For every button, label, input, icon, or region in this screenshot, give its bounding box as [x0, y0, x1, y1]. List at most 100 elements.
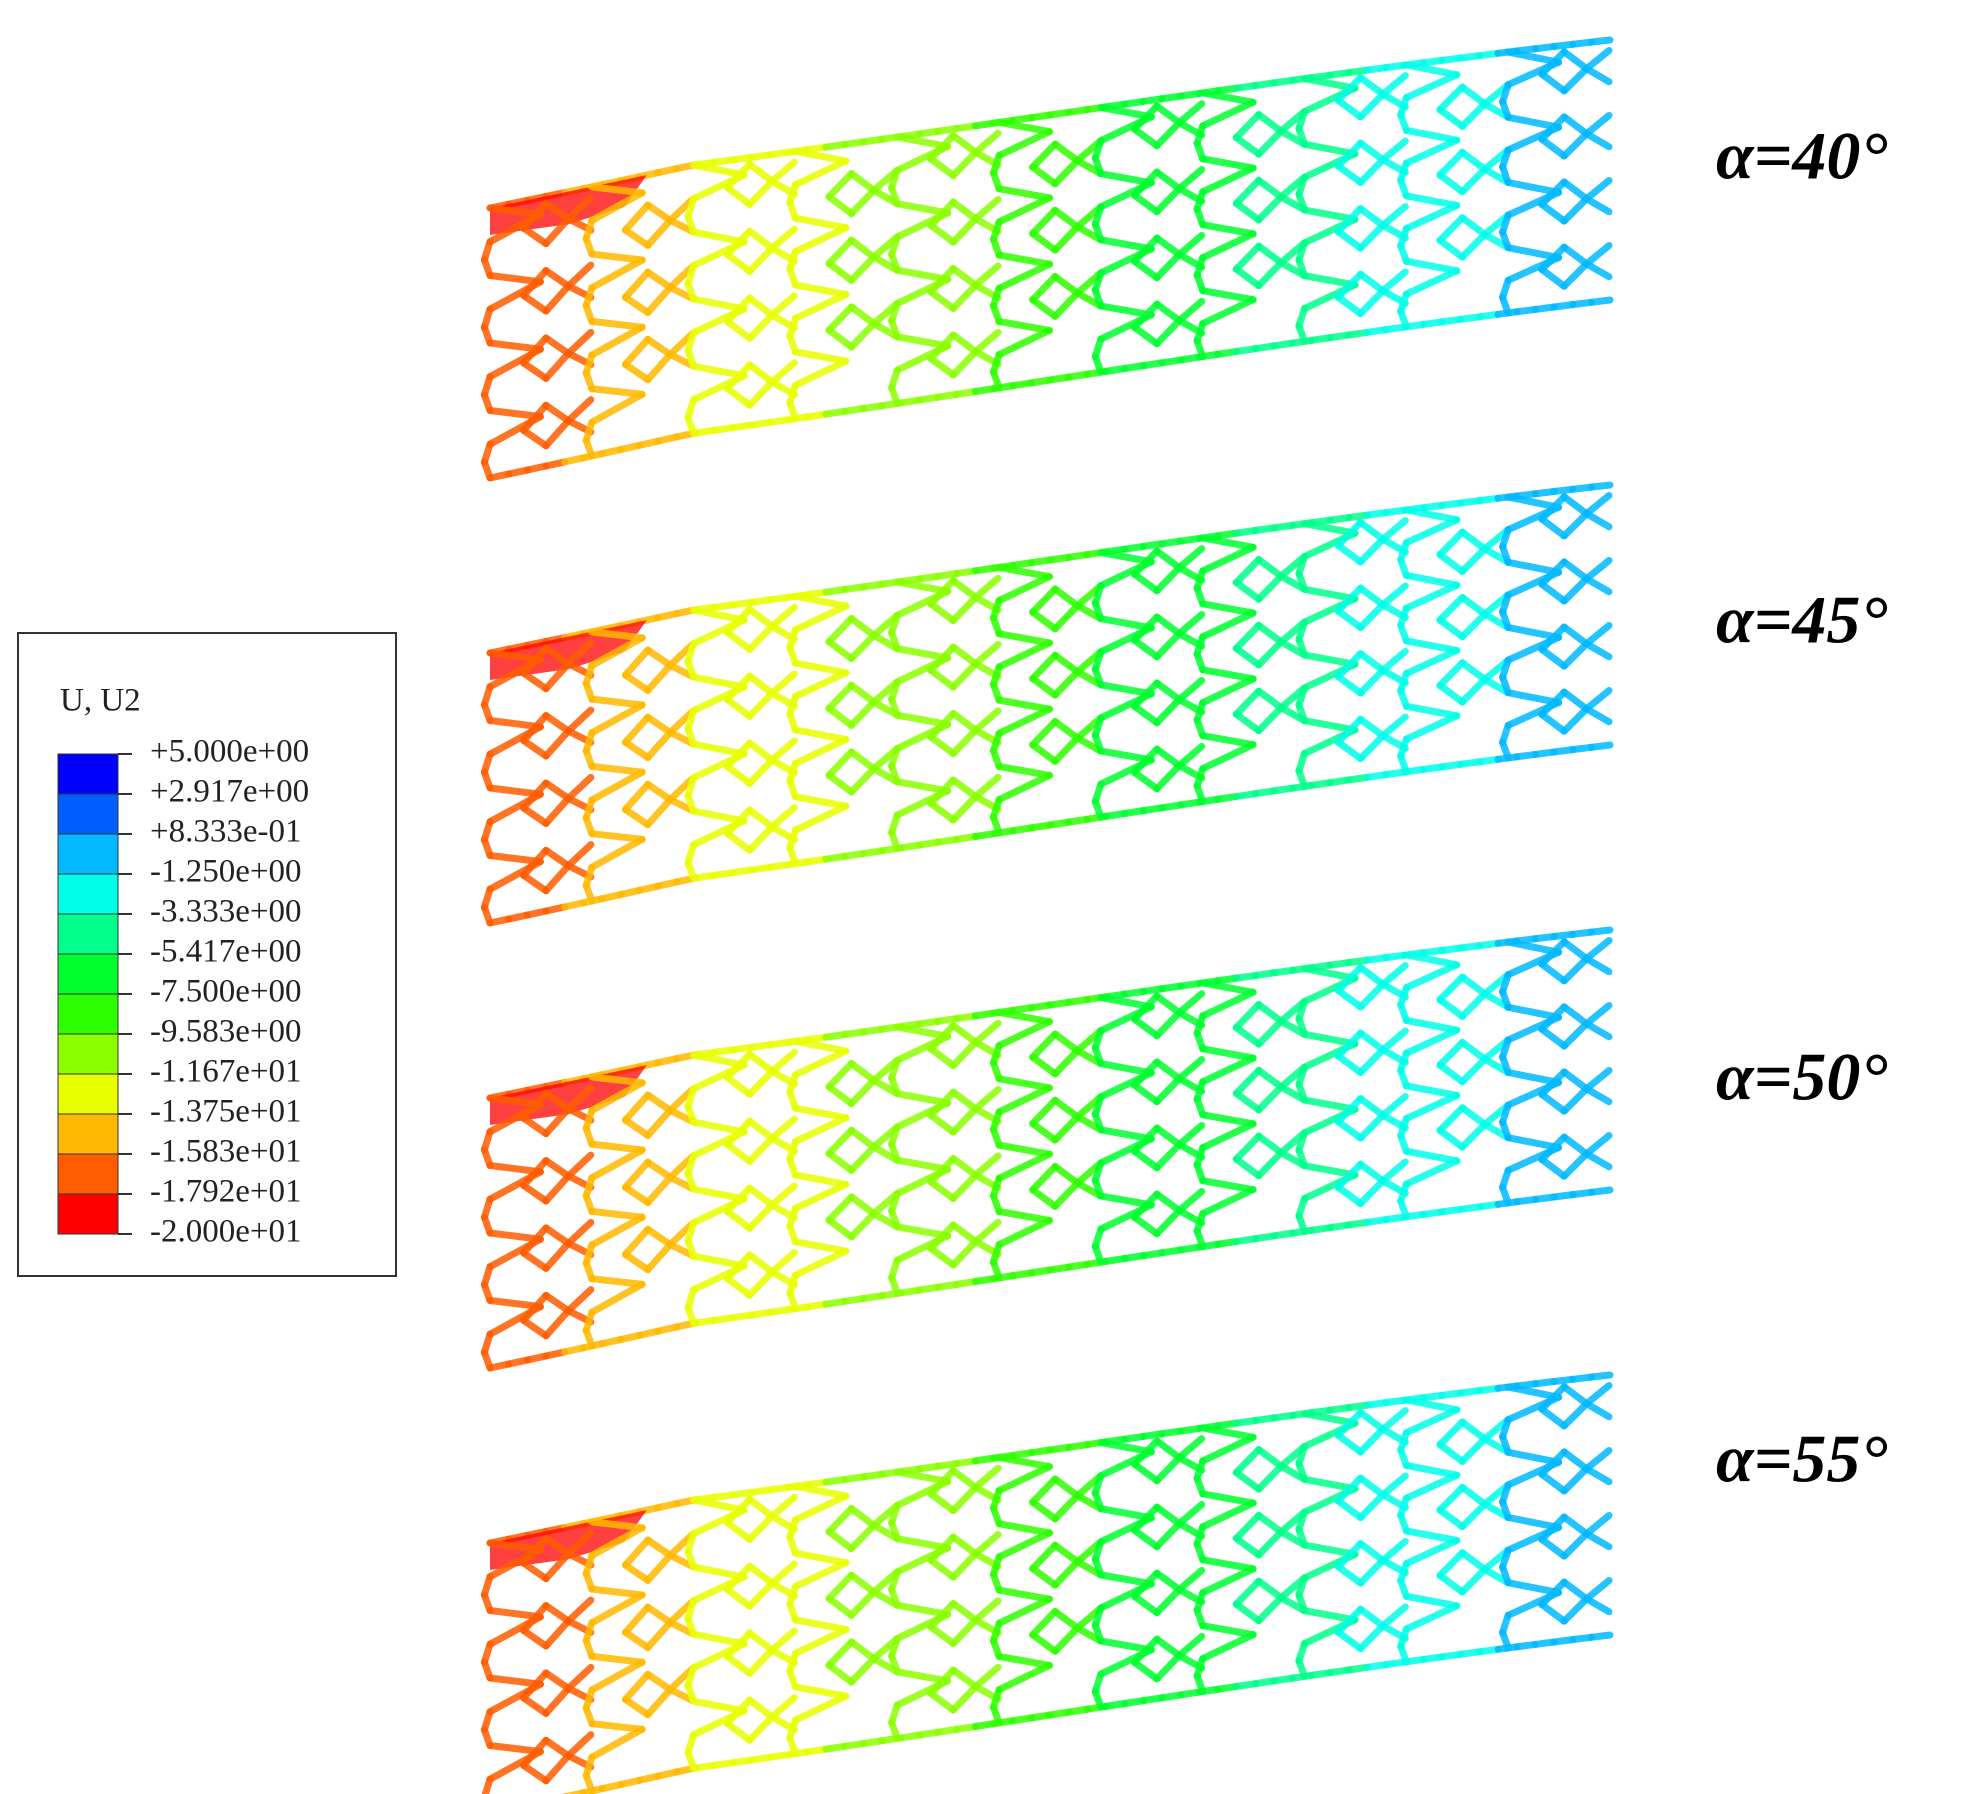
strut	[888, 1274, 901, 1297]
strut	[1029, 206, 1059, 238]
stent-panel	[480, 36, 1614, 482]
strut	[1583, 492, 1613, 518]
strut	[1199, 534, 1257, 551]
strut	[666, 1106, 697, 1126]
strut	[995, 118, 1053, 136]
strut	[1538, 710, 1568, 735]
strut	[1436, 214, 1466, 244]
strut	[1301, 206, 1359, 223]
strut	[1131, 636, 1161, 661]
strut	[1175, 1632, 1206, 1660]
strut	[847, 1638, 878, 1663]
strut	[1458, 1565, 1489, 1596]
strut	[1357, 1491, 1387, 1521]
strut	[723, 1696, 754, 1727]
strut	[723, 829, 754, 854]
strut	[1402, 1396, 1461, 1414]
strut	[1357, 715, 1387, 740]
strut	[972, 707, 1002, 734]
strut	[1402, 1461, 1461, 1479]
strut	[927, 600, 957, 625]
strut	[1131, 1569, 1161, 1600]
strut	[1193, 1672, 1207, 1696]
strut	[1232, 1534, 1263, 1559]
strut	[666, 796, 697, 815]
strut	[1255, 1511, 1285, 1536]
strut	[825, 193, 855, 218]
strut	[1560, 130, 1591, 160]
strut	[542, 846, 572, 870]
strut	[1436, 1506, 1466, 1531]
strut	[847, 1521, 878, 1553]
strut	[1402, 581, 1461, 612]
strut	[746, 739, 776, 764]
strut	[723, 1117, 754, 1148]
strut	[1402, 506, 1461, 524]
strut	[1051, 1113, 1081, 1144]
strut	[1029, 1498, 1059, 1523]
strut	[847, 1076, 878, 1108]
strut	[1481, 1120, 1511, 1141]
strut	[1560, 1513, 1591, 1538]
strut	[1458, 1055, 1489, 1086]
strut	[1357, 1540, 1387, 1564]
strut	[972, 773, 1002, 801]
strut	[1357, 980, 1387, 1011]
strut	[1073, 223, 1104, 243]
strut	[1073, 1047, 1104, 1067]
strut	[690, 1697, 748, 1715]
strut	[1199, 1499, 1257, 1531]
strut	[644, 351, 674, 384]
strut	[949, 710, 980, 734]
strut	[542, 727, 572, 760]
strut	[1277, 1462, 1308, 1483]
strut	[1131, 1147, 1161, 1172]
strut	[1334, 1052, 1365, 1076]
strut	[1199, 98, 1257, 130]
strut	[825, 771, 855, 796]
strut	[1051, 602, 1081, 633]
strut	[1379, 1537, 1409, 1564]
strut	[949, 1038, 980, 1070]
strut	[1131, 168, 1161, 199]
strut	[1091, 797, 1105, 821]
strut	[1357, 1622, 1387, 1653]
strut	[768, 737, 798, 764]
strut	[791, 1549, 850, 1567]
strut	[1458, 165, 1489, 196]
strut	[1560, 48, 1591, 73]
strut	[893, 711, 952, 728]
strut	[786, 1289, 799, 1313]
strut	[791, 1692, 850, 1724]
strut	[542, 1172, 572, 1205]
strut	[1334, 986, 1365, 1011]
strut	[1097, 302, 1155, 319]
strut	[927, 132, 957, 163]
strut	[949, 1616, 980, 1647]
strut	[723, 1518, 754, 1543]
strut	[1097, 994, 1155, 1011]
strut	[1199, 1120, 1257, 1152]
strut	[1583, 1085, 1613, 1106]
strut	[1357, 270, 1387, 295]
strut	[1538, 493, 1568, 523]
strut	[1587, 481, 1614, 491]
strut	[949, 148, 980, 180]
strut	[621, 1158, 652, 1191]
strut	[588, 390, 646, 426]
strut	[542, 1089, 572, 1113]
strut	[1153, 1454, 1183, 1485]
strut	[1131, 1015, 1161, 1040]
strut	[1538, 515, 1568, 540]
strut	[927, 331, 957, 362]
strut	[1402, 126, 1461, 144]
strut	[927, 1155, 957, 1186]
strut	[1232, 1089, 1263, 1114]
strut	[1504, 179, 1563, 196]
strut	[1583, 1132, 1613, 1158]
strut	[621, 646, 652, 679]
strut	[1073, 157, 1104, 177]
strut	[644, 1686, 674, 1719]
stent-panel	[480, 1371, 1614, 1794]
strut	[949, 281, 980, 312]
